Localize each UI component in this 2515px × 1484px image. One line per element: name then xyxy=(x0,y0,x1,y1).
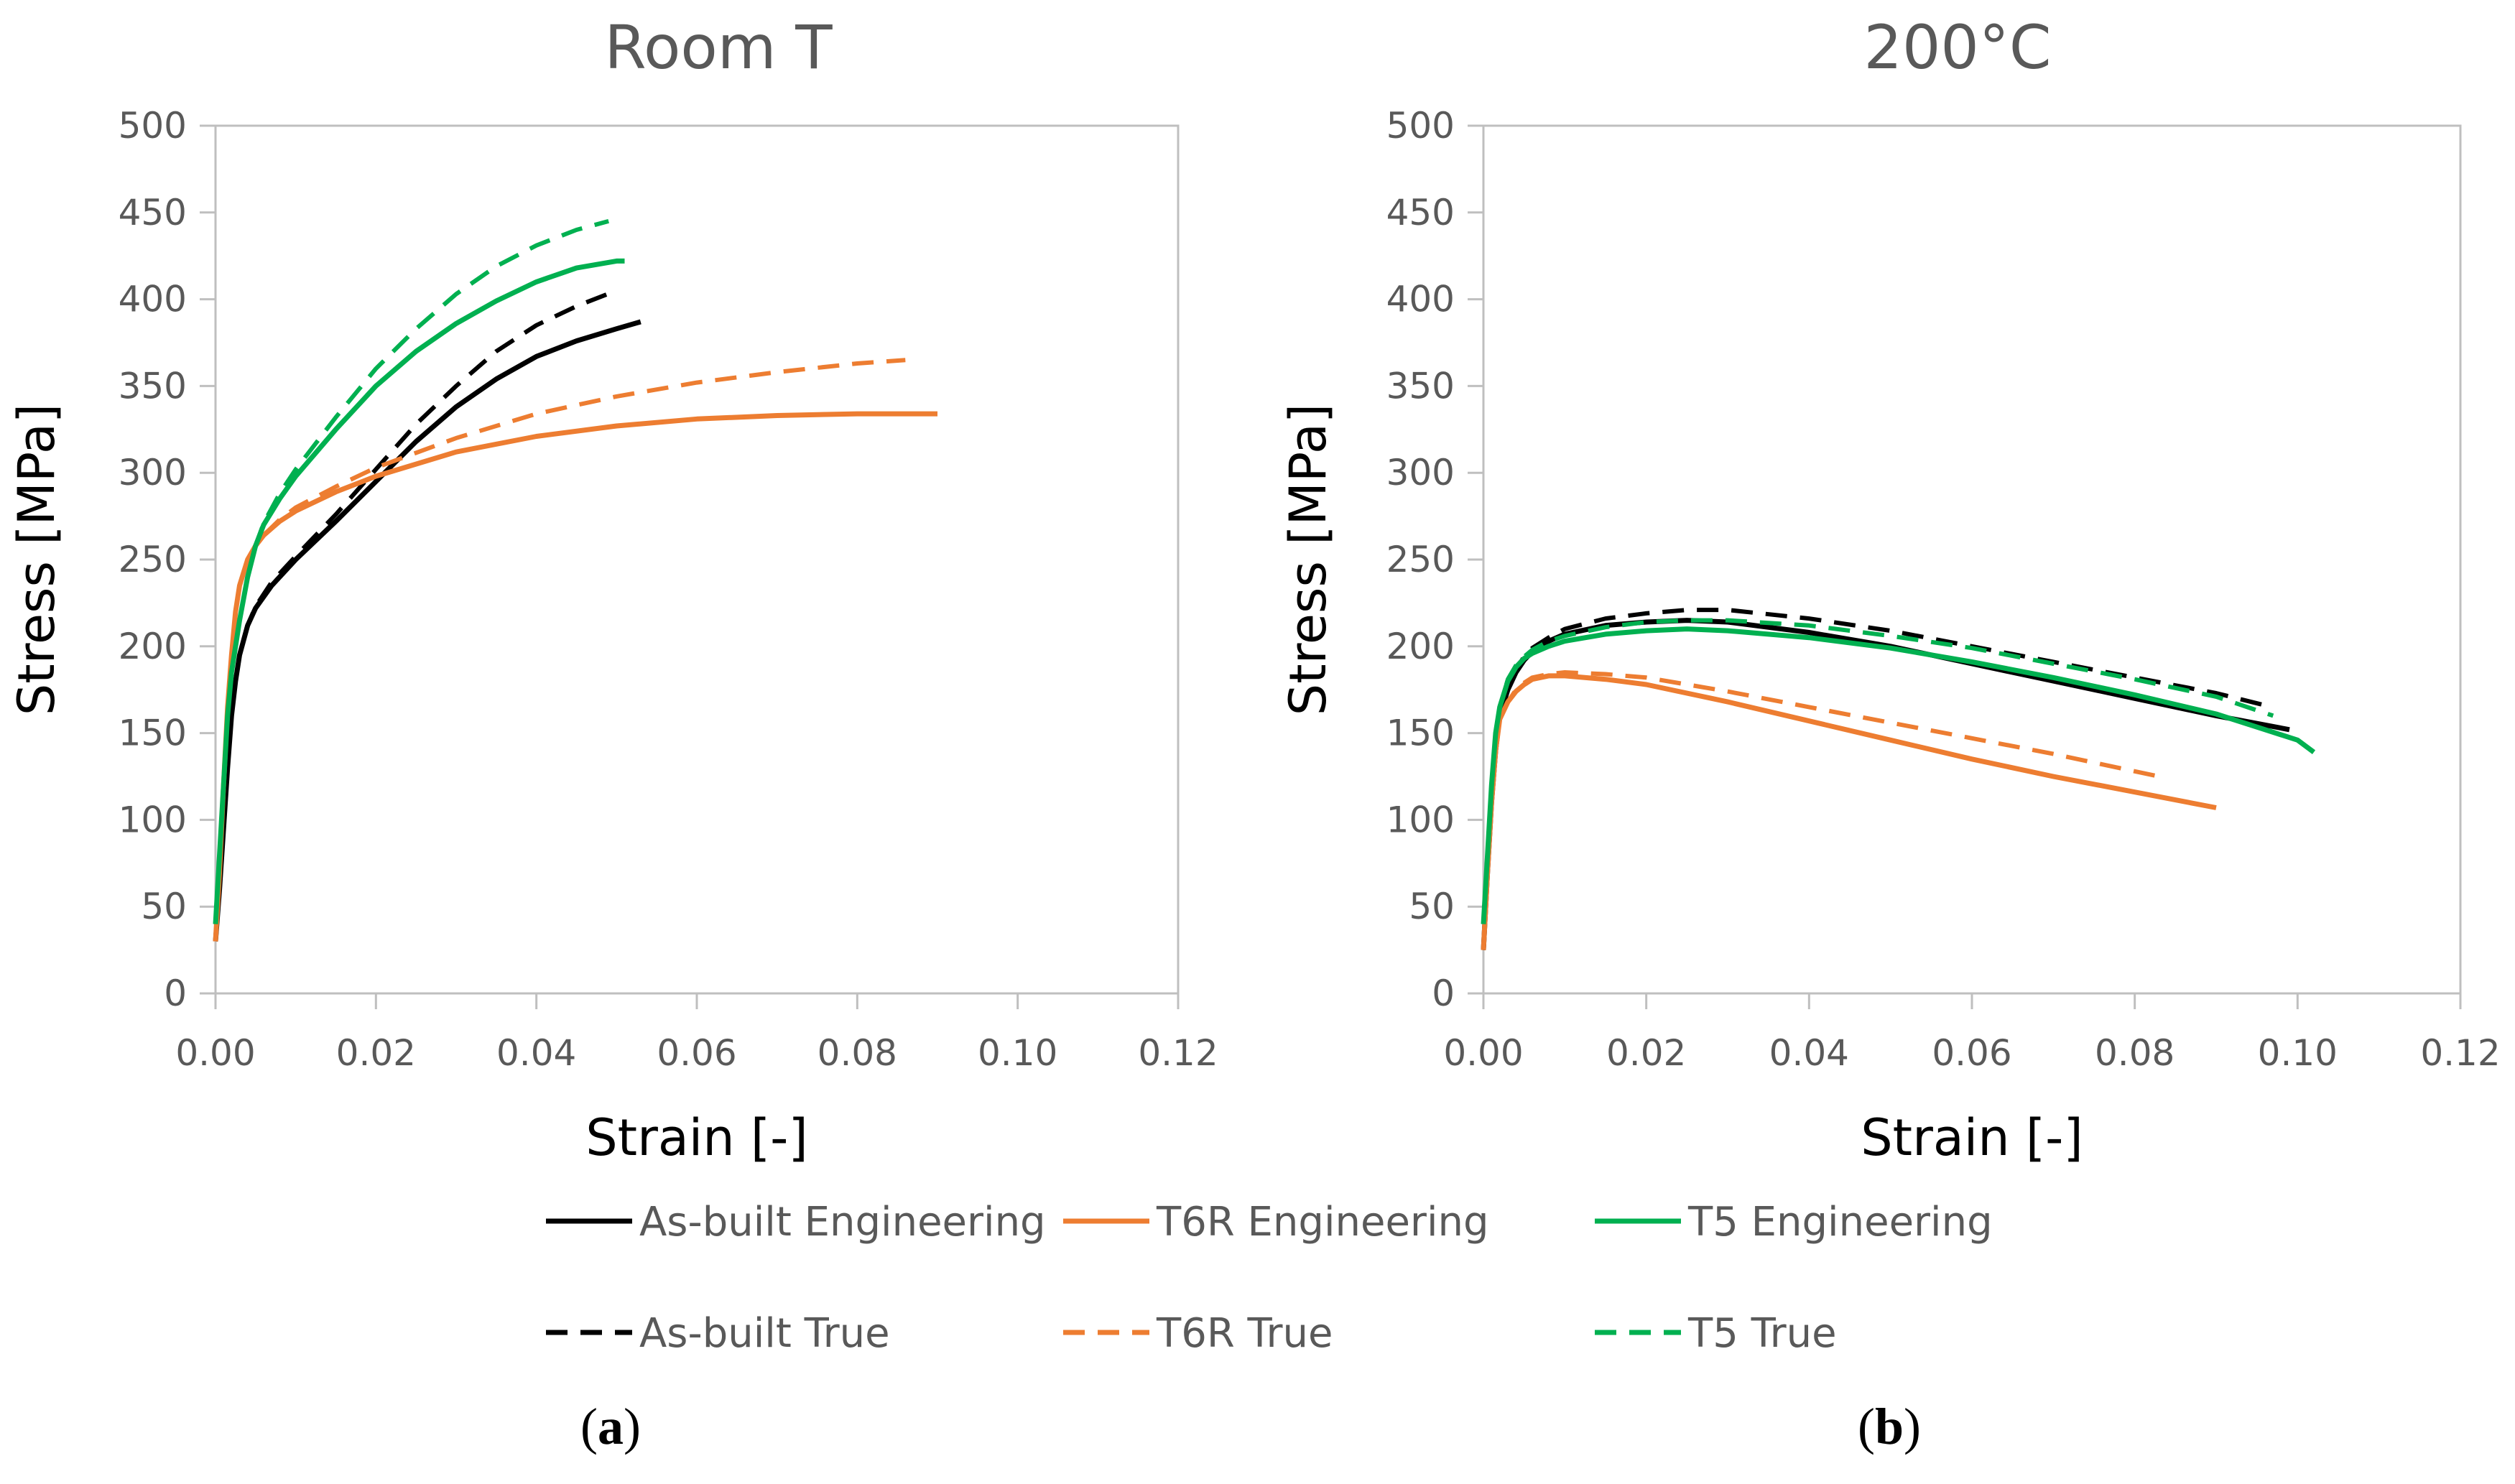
y-tick-label: 500 xyxy=(119,105,187,147)
y-tick-label: 350 xyxy=(1386,365,1455,407)
panel-caption: (a) xyxy=(580,1398,641,1455)
chart-title: 200°C xyxy=(1864,12,2052,83)
x-tick-label: 0.08 xyxy=(818,1032,897,1074)
y-tick-label: 200 xyxy=(119,626,187,667)
y-tick-label: 0 xyxy=(164,973,187,1014)
panel-caption: (b) xyxy=(1858,1398,1921,1455)
panel-caption-letter: a xyxy=(598,1398,624,1455)
x-tick-label: 0.06 xyxy=(657,1032,736,1074)
x-tick-label: 0.08 xyxy=(2095,1032,2174,1074)
y-tick-label: 400 xyxy=(119,279,187,320)
series-line-asbuilt-true xyxy=(1481,608,2266,950)
x-tick-label: 0.06 xyxy=(1932,1032,2011,1074)
y-tick-label: 250 xyxy=(1386,539,1455,580)
y-tick-label: 150 xyxy=(1386,713,1455,754)
chart-room-t: Room T 0 50 100 150 200 250 300 350 400 450 500 0.00… xyxy=(7,12,1218,1167)
y-tick-label: 300 xyxy=(1386,452,1455,493)
x-tick-label: 0.10 xyxy=(978,1032,1057,1074)
plot-frame xyxy=(1482,124,2462,995)
legend-label: As-built Engineering xyxy=(639,1199,1046,1246)
x-tick-label: 0.04 xyxy=(1769,1032,1849,1074)
y-tick-label: 0 xyxy=(1432,973,1455,1014)
y-tick-label: 50 xyxy=(1409,886,1455,927)
x-tick-label: 0.00 xyxy=(175,1032,255,1074)
x-tick-label: 0.04 xyxy=(496,1032,576,1074)
y-tick-label: 300 xyxy=(119,452,187,493)
y-tick-label: 250 xyxy=(119,539,187,580)
y-tick-label: 350 xyxy=(119,365,187,407)
legend-item-t6r-true: T6R True xyxy=(1063,1310,1333,1357)
x-axis-label: Strain [-] xyxy=(585,1108,808,1167)
y-axis-label: Stress [MPa] xyxy=(1279,404,1338,715)
x-tick-label: 0.00 xyxy=(1443,1032,1523,1074)
y-tick-label: 150 xyxy=(119,713,187,754)
x-tick-label: 0.02 xyxy=(1606,1032,1686,1074)
series-line-t5-true xyxy=(213,219,609,924)
legend-item-t5-eng: T5 Engineering xyxy=(1595,1199,1993,1246)
y-tick-label: 200 xyxy=(1386,626,1455,667)
series-line-t5-eng xyxy=(213,258,625,924)
legend-label: T6R True xyxy=(1156,1310,1333,1357)
panel-caption-letter: b xyxy=(1875,1398,1904,1455)
x-tick-label: 0.02 xyxy=(336,1032,416,1074)
y-tick-label: 450 xyxy=(119,192,187,233)
x-tick-label: 0.12 xyxy=(2420,1032,2500,1074)
legend-label: T6R Engineering xyxy=(1156,1199,1489,1246)
legend-label: T5 Engineering xyxy=(1687,1199,1993,1246)
chart-title: Room T xyxy=(604,12,833,83)
captions: (a) (b) xyxy=(580,1398,1921,1455)
legend-item-asbuilt-eng: As-built Engineering xyxy=(546,1199,1046,1246)
y-tick-label: 450 xyxy=(1386,192,1455,233)
series-line-asbuilt-eng xyxy=(1481,618,2290,950)
legend-label: T5 True xyxy=(1687,1310,1837,1357)
y-tick-label: 100 xyxy=(119,799,187,840)
legend-item-t6r-eng: T6R Engineering xyxy=(1063,1199,1489,1246)
legend-label: As-built True xyxy=(639,1310,890,1357)
x-tick-label: 0.10 xyxy=(2258,1032,2338,1074)
x-tick-label: 0.12 xyxy=(1138,1032,1218,1074)
plot-frame xyxy=(214,124,1180,995)
series-line-asbuilt-true xyxy=(213,288,618,942)
y-tick-label: 50 xyxy=(141,886,187,927)
series-line-t5-true xyxy=(1481,618,2274,924)
series-line-t6r-true xyxy=(1481,670,2168,950)
y-axis-label: Stress [MPa] xyxy=(7,404,66,715)
x-axis-label: Strain [-] xyxy=(1861,1108,2083,1167)
legend-item-t5-true: T5 True xyxy=(1595,1310,1837,1357)
chart-200c: 200°C 0 50 100 150 200 250 300 350 400 450 500 0.00 0… xyxy=(1279,12,2501,1167)
y-tick-label: 100 xyxy=(1386,799,1455,840)
y-tick-label: 400 xyxy=(1386,279,1455,320)
legend: As-built Engineering T6R Engineering T5 En… xyxy=(546,1199,1993,1357)
y-tick-label: 500 xyxy=(1386,105,1455,147)
legend-item-asbuilt-true: As-built True xyxy=(546,1310,890,1357)
